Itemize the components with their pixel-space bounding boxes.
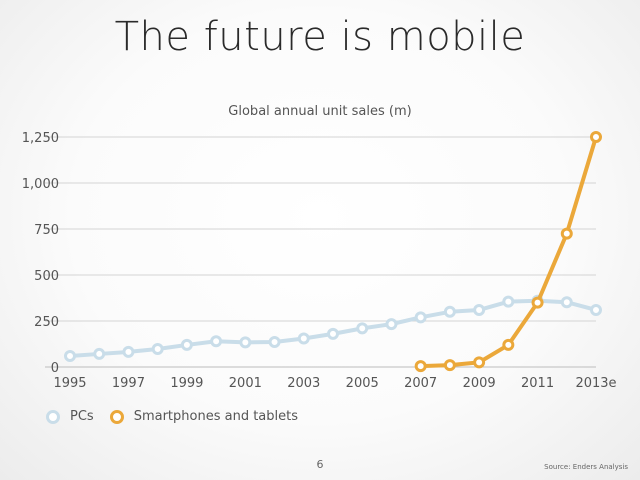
x-tick-label: 2013e — [575, 376, 616, 391]
series-point-0 — [414, 311, 427, 324]
chart-title: Global annual unit sales (m) — [228, 104, 412, 119]
x-tick-label: 2009 — [463, 376, 496, 391]
series-point-0 — [560, 296, 573, 309]
chart-gridlines — [45, 136, 596, 368]
series-point-0 — [590, 303, 602, 316]
series-point-0 — [385, 318, 398, 331]
y-tick-label: 500 — [34, 269, 59, 284]
y-tick-label: 250 — [34, 315, 59, 330]
x-tick-label: 2001 — [229, 376, 262, 391]
y-tick-label: 750 — [34, 223, 59, 238]
series-point-0 — [93, 347, 106, 360]
x-tick-label: 1999 — [170, 376, 203, 391]
y-tick-label: 1,250 — [22, 131, 59, 146]
series-point-0 — [210, 335, 223, 348]
series-point-0 — [268, 335, 281, 348]
x-tick-label: 1995 — [53, 376, 86, 391]
source-note: Source: Enders Analysis — [544, 463, 628, 471]
series-point-1 — [502, 338, 515, 351]
chart-series — [64, 131, 602, 373]
series-point-0 — [239, 336, 252, 349]
series-point-0 — [64, 349, 76, 362]
y-tick-label: 1,000 — [22, 177, 59, 192]
series-point-0 — [327, 327, 339, 340]
legend-marker-pcs — [46, 409, 60, 424]
series-point-1 — [531, 296, 544, 309]
legend-item-pcs: PCs — [46, 409, 94, 424]
x-tick-label: 2011 — [521, 376, 554, 391]
chart-axis: 0 250 500 750 1,000 1,250 1995 1997 1999 2001 2003… — [22, 131, 617, 391]
y-tick-label: 0 — [51, 361, 59, 376]
series-point-0 — [443, 305, 456, 318]
legend-marker-smartphones-tablets — [109, 409, 124, 424]
series-point-0 — [502, 295, 515, 308]
series-point-1 — [443, 359, 456, 372]
series-point-0 — [180, 338, 193, 351]
legend-item-smartphones-tablets: Smartphones and tablets — [109, 409, 298, 424]
series-point-1 — [473, 356, 486, 369]
series-point-0 — [473, 303, 486, 316]
chart-legend: PCs Smartphones and tablets — [46, 409, 314, 424]
series-point-0 — [297, 332, 310, 345]
series-point-1 — [560, 227, 573, 240]
legend-label-pcs: PCs — [70, 409, 94, 424]
x-tick-label: 2003 — [287, 376, 320, 391]
slide-title: The future is mobile — [114, 14, 526, 60]
series-point-0 — [151, 342, 164, 355]
series-line-1 — [418, 135, 598, 369]
page-number: 6 — [316, 458, 324, 471]
x-tick-label: 2005 — [346, 376, 379, 391]
x-tick-label: 1997 — [112, 376, 145, 391]
series-point-0 — [356, 322, 369, 335]
series-point-1 — [414, 360, 427, 373]
series-point-1 — [590, 131, 602, 143]
x-tick-label: 2007 — [404, 376, 437, 391]
series-point-0 — [122, 345, 135, 358]
legend-label-smartphones-tablets: Smartphones and tablets — [133, 409, 298, 424]
